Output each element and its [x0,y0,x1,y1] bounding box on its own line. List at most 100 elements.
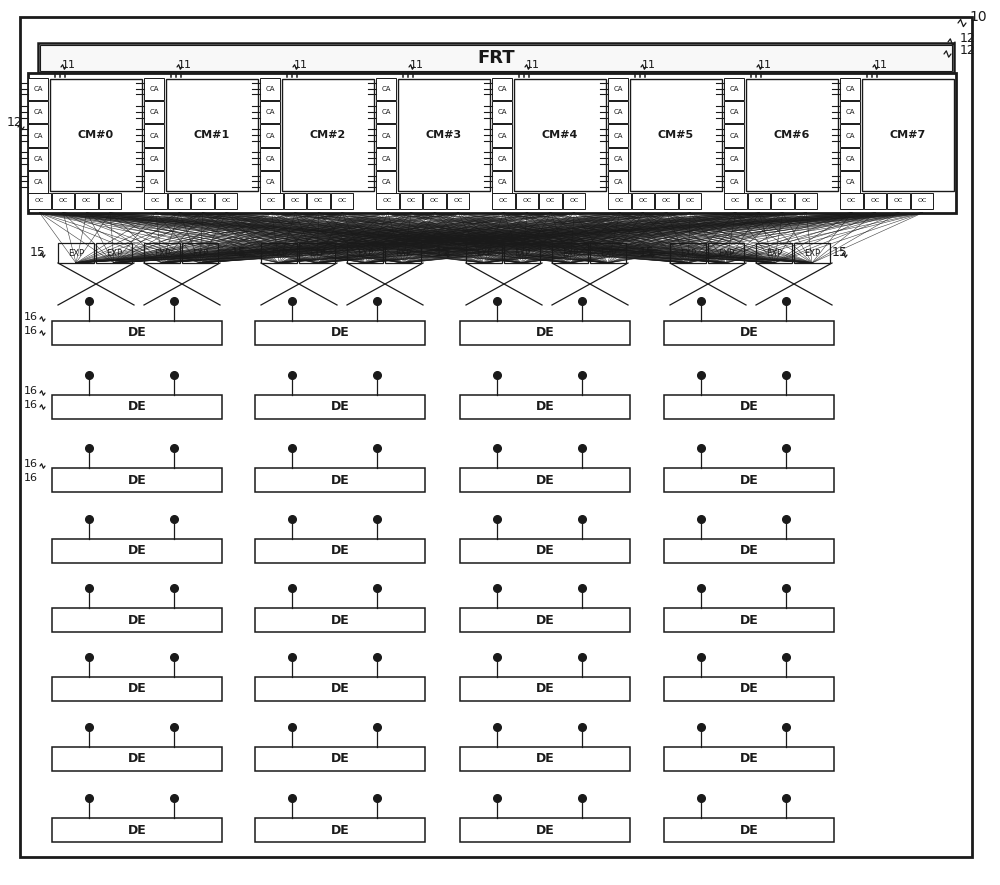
Text: DE: DE [536,544,554,558]
Text: CA: CA [265,86,275,92]
Text: CA: CA [497,156,507,162]
Text: DE: DE [740,327,758,340]
Text: CA: CA [845,179,855,185]
Text: OC: OC [686,198,695,204]
Text: CA: CA [729,133,739,138]
Bar [267,551,425,575]
Bar [64,759,222,783]
Bar [64,830,222,854]
Text: CA: CA [497,133,507,138]
Bar [469,617,630,641]
Text: EXP: EXP [476,249,492,258]
Text: OC: OC [731,198,740,204]
Bar [264,548,425,572]
Bar [264,477,425,501]
Text: DE: DE [128,327,146,340]
Bar [724,148,744,170]
Bar [261,753,425,777]
Bar [258,324,425,348]
Text: CM#1: CM#1 [194,130,230,140]
Bar [28,101,48,123]
Bar [472,551,630,575]
Bar [144,243,180,263]
Bar [664,818,834,842]
Text: CA: CA [149,86,159,92]
Bar [708,243,744,263]
Bar [676,759,834,783]
Bar [514,79,606,191]
Bar [166,79,258,191]
Bar [330,193,353,209]
Text: EXP: EXP [357,249,373,258]
Bar [608,101,628,123]
Text: OC: OC [755,198,764,204]
Bar [144,171,164,193]
Bar [58,545,222,569]
Bar [58,243,94,263]
Text: CA: CA [845,156,855,162]
Bar [258,821,425,845]
Bar [472,830,630,854]
Text: CA: CA [613,110,623,115]
Text: CA: CA [265,156,275,162]
Bar [472,480,630,504]
Bar [655,193,678,209]
Bar [460,818,630,842]
Text: 12: 12 [7,117,23,129]
Text: 16: 16 [24,312,38,322]
Bar [472,620,630,644]
Bar [255,608,425,632]
Bar [673,404,834,428]
Text: CA: CA [33,156,43,162]
Text: CA: CA [149,110,159,115]
Bar [670,474,834,498]
Text: CA: CA [33,110,43,115]
Bar [670,824,834,848]
Bar [267,830,425,854]
Bar [724,193,746,209]
Text: 15: 15 [832,247,848,259]
Text: DE: DE [331,327,349,340]
Bar [466,824,630,848]
Text: CA: CA [497,179,507,185]
Text: DE: DE [536,752,554,766]
Bar [64,333,222,357]
Bar [52,321,222,345]
Bar [61,548,222,572]
Bar [667,750,834,774]
Text: OC: OC [407,198,416,204]
Text: CA: CA [845,133,855,138]
Text: EXP: EXP [600,249,616,258]
Bar [64,551,222,575]
Text: CM#6: CM#6 [774,130,810,140]
Bar [664,747,834,771]
Bar [756,243,792,263]
Bar [667,471,834,495]
Text: DE: DE [128,682,146,696]
Text: OC: OC [383,198,392,204]
Bar [463,821,630,845]
Bar [255,539,425,563]
Text: OC: OC [871,198,880,204]
Bar [460,395,630,419]
Bar [673,617,834,641]
Bar [466,753,630,777]
Bar [670,327,834,351]
Text: CA: CA [381,110,391,115]
Bar [168,193,190,209]
Bar [258,750,425,774]
Bar [258,398,425,422]
Bar [28,171,48,193]
Bar [460,468,630,492]
Text: OC: OC [267,198,276,204]
Bar [466,243,502,263]
Text: OC: OC [35,198,44,204]
Text: CA: CA [613,133,623,138]
Text: CA: CA [729,86,739,92]
Bar [887,193,910,209]
Bar [539,193,562,209]
Bar [299,243,335,263]
Text: DE: DE [536,824,554,836]
Text: CM#2: CM#2 [310,130,346,140]
Text: CA: CA [265,133,275,138]
